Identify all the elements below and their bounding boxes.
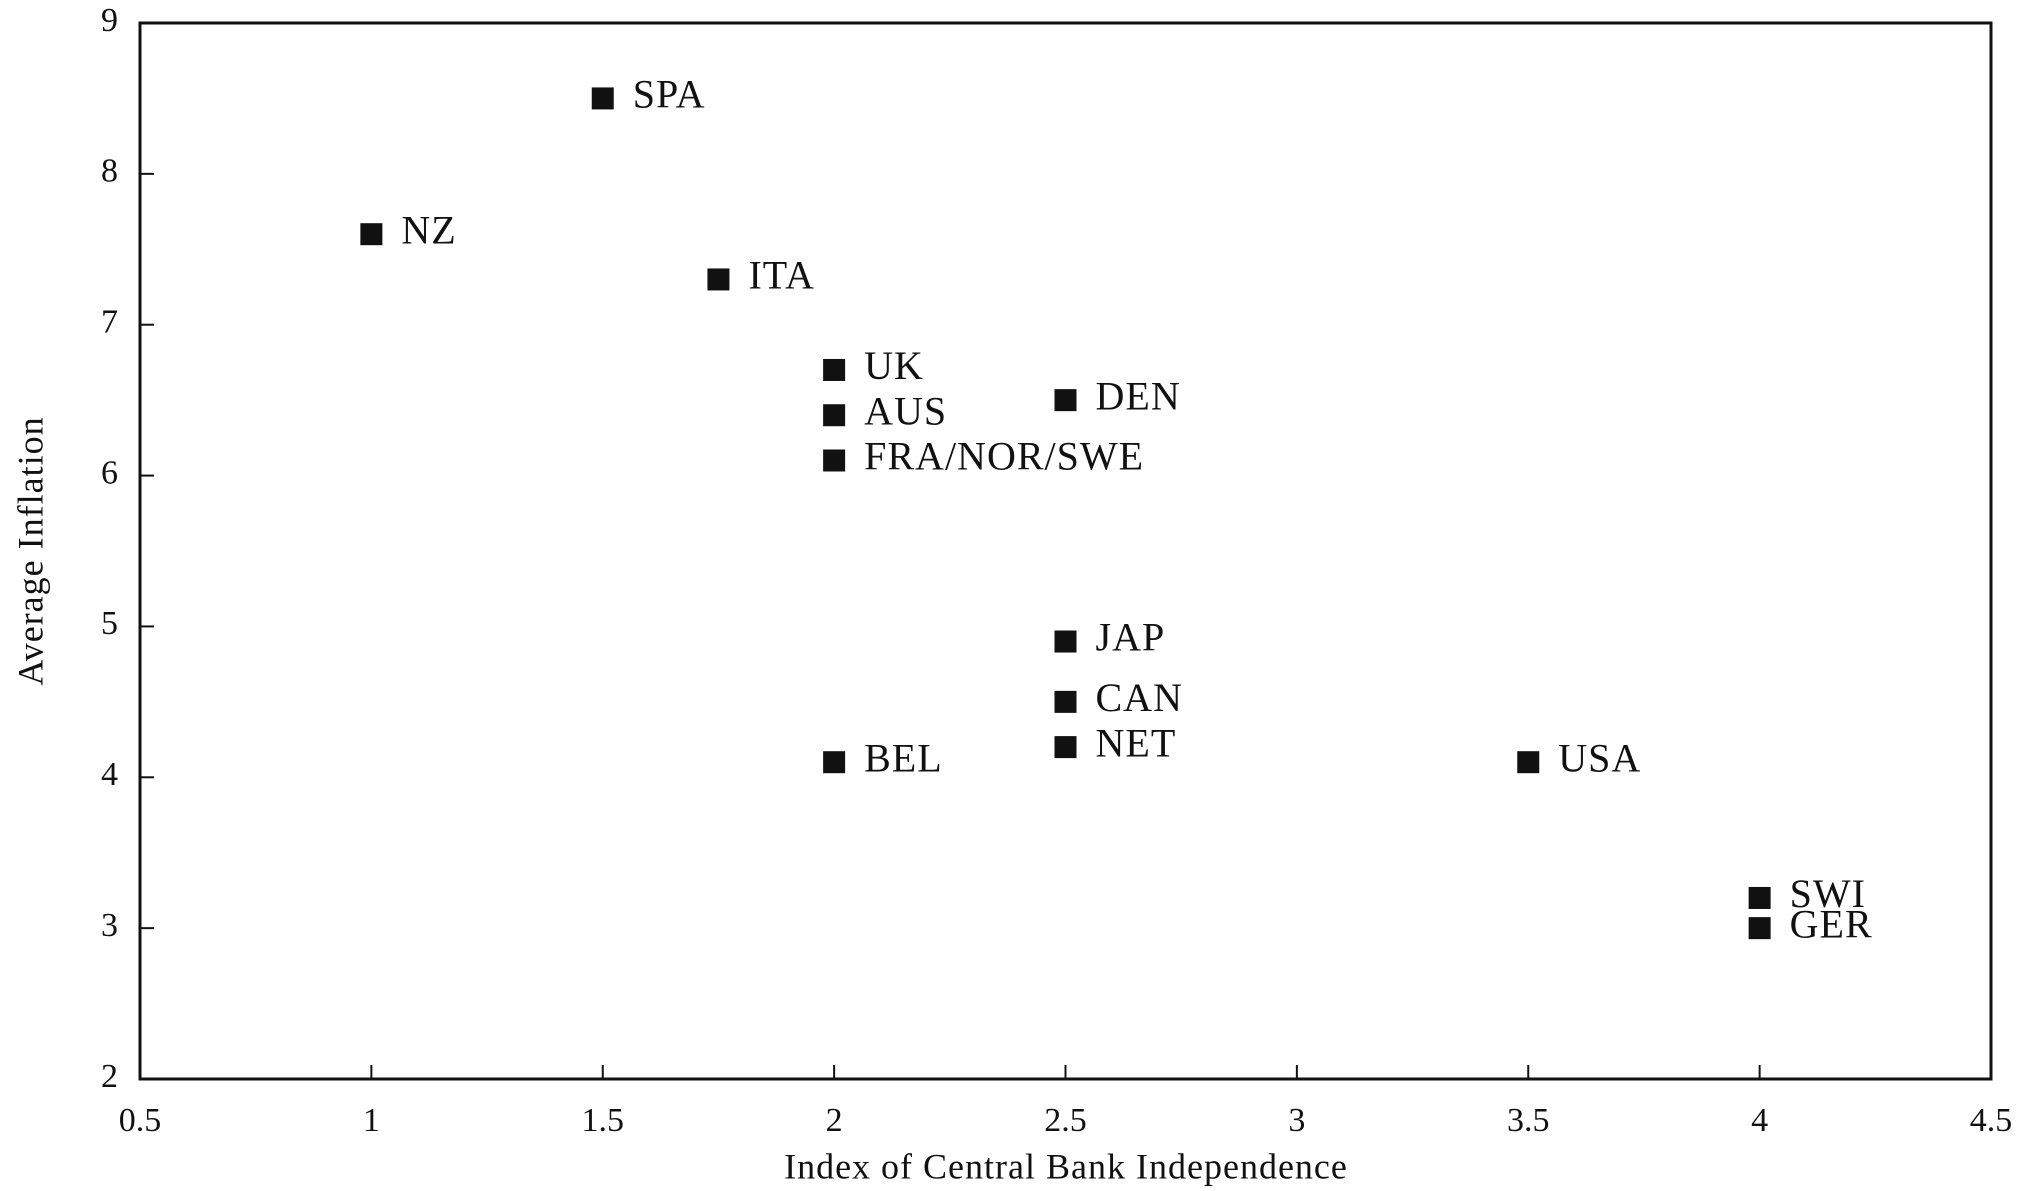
point-label: USA [1558,735,1641,780]
point-label: GER [1790,901,1873,946]
x-tick-label: 3 [1288,1102,1305,1139]
x-tick-label: 0.5 [119,1102,162,1139]
y-tick-label: 5 [101,605,118,642]
point [1054,690,1077,713]
point-label: JAP [1096,615,1166,660]
y-axis-title: Average Inflation [10,416,50,685]
x-tick-label: 1 [363,1102,380,1139]
point-label: CAN [1096,675,1183,720]
point [1054,389,1077,412]
y-tick-label: 8 [101,153,118,190]
point [1748,917,1771,940]
point-label: UK [864,343,924,388]
y-tick-label: 4 [101,756,118,793]
point-label: BEL [864,735,943,780]
x-tick-label: 4 [1751,1102,1768,1139]
point [823,751,846,774]
x-tick-label: 3.5 [1507,1102,1550,1139]
point-label: FRA/NOR/SWE [864,434,1144,479]
point [360,223,383,246]
point [707,268,730,291]
point [591,87,614,110]
point [1054,736,1077,759]
plot-frame [138,21,1993,1081]
point-label: AUS [864,388,947,433]
y-tick-label: 7 [101,304,118,341]
point [1748,886,1771,909]
point [823,449,846,472]
y-tick-label: 2 [101,1058,118,1095]
x-tick-label: 2.5 [1044,1102,1087,1139]
point-label: SWI [1790,871,1866,916]
y-tick-label: 3 [101,907,118,944]
y-tick-label: 9 [101,2,118,39]
x-axis-title: Index of Central Bank Independence [784,1146,1348,1186]
point-label: SPA [633,72,706,117]
point-label: DEN [1096,373,1181,418]
x-tick-label: 2 [826,1102,843,1139]
point-label: NET [1096,720,1177,765]
point [823,358,846,381]
y-tick-label: 6 [101,454,118,491]
point [1517,751,1540,774]
point [823,404,846,427]
point [1054,630,1077,653]
point-label: NZ [401,207,456,252]
x-tick-label: 1.5 [582,1102,625,1139]
point-label: ITA [748,253,814,298]
x-tick-label: 4.5 [1970,1102,2013,1139]
